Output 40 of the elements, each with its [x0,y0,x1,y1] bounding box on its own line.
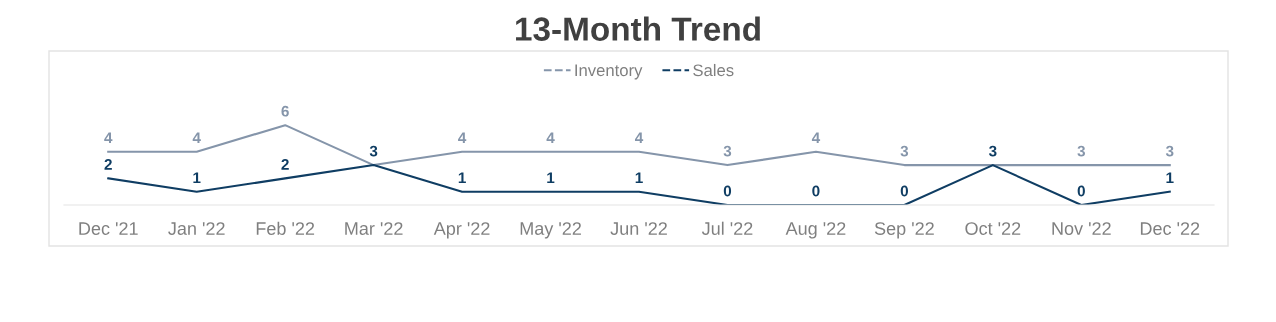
data-label: 3 [369,145,378,157]
data-label: 0 [723,185,732,197]
data-label: 4 [104,132,113,144]
x-tick-label: Dec '21 [79,222,138,235]
x-tick-label: May '22 [520,222,581,239]
x-tick-label: Oct '22 [965,222,1021,235]
data-label: 3 [723,145,732,157]
data-label: 3 [988,145,997,157]
x-tick-label: Jun '22 [610,222,667,235]
data-label: 3 [1077,145,1085,157]
data-label: 3 [900,145,909,157]
data-label: 0 [1077,185,1085,197]
data-label: 1 [458,172,466,183]
data-label: 2 [104,159,112,170]
data-label: 1 [547,172,555,183]
x-tick-label: Dec '22 [1140,222,1200,235]
x-tick-label: Aug '22 [785,222,846,239]
data-label: 4 [546,132,555,144]
data-label: 1 [193,172,201,183]
x-tick-label: Jan '22 [168,222,225,235]
data-label: 2 [281,159,289,170]
data-label: 0 [900,185,909,197]
x-tick-label: Mar '22 [345,222,403,235]
data-label: 4 [458,132,467,144]
data-label: 4 [634,132,644,144]
x-tick-label: Jul '22 [701,221,753,235]
legend-label: Sales [693,63,734,77]
x-tick-label: Apr '22 [433,222,490,239]
chart-title: 13-Month Trend [516,16,760,41]
data-label: 1 [635,172,643,183]
data-label: 4 [811,132,821,144]
data-label: 1 [1166,172,1174,183]
data-label: 6 [281,105,289,117]
legend-label: Inventory [575,64,643,80]
x-tick-label: Nov '22 [1052,222,1111,235]
x-tick-label: Feb '22 [256,221,315,235]
data-label: 0 [812,185,820,197]
data-label: 3 [1165,145,1174,157]
x-tick-label: Sep '22 [874,222,934,239]
data-label: 4 [192,132,201,144]
